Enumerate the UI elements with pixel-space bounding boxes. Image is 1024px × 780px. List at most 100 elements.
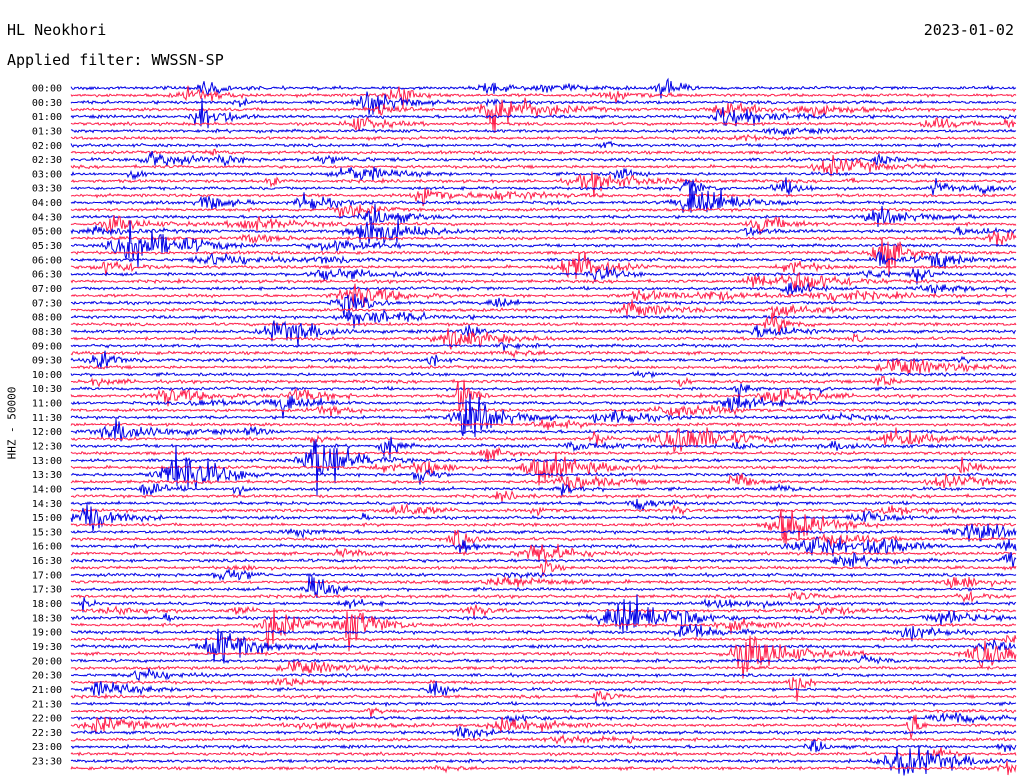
trace-row (70, 418, 1017, 442)
trace-row (70, 451, 1017, 486)
time-tick-label: 19:00 (32, 628, 62, 639)
trace-row (70, 342, 1017, 352)
trace-row (70, 271, 1017, 293)
trace-row (70, 623, 1017, 642)
trace-row (70, 552, 1017, 569)
trace-row (70, 700, 1017, 708)
trace-row (70, 395, 1017, 419)
trace-row (70, 714, 1017, 739)
time-tick-label: 09:00 (32, 341, 62, 352)
trace-row (70, 597, 1017, 613)
time-tick-label: 05:00 (32, 227, 62, 238)
time-tick-label: 09:30 (32, 356, 62, 367)
time-tick-label: 07:30 (32, 298, 62, 309)
trace-row (70, 725, 1017, 740)
trace-row (70, 171, 1017, 198)
time-tick-label: 01:30 (32, 126, 62, 137)
trace-row (70, 177, 1017, 198)
trace-row (70, 590, 1017, 604)
time-tick-label: 23:30 (32, 757, 62, 768)
time-tick-label: 12:00 (32, 427, 62, 438)
trace-row (70, 559, 1017, 577)
trace-row (70, 393, 1017, 437)
trace-row (70, 660, 1017, 674)
trace-row (70, 654, 1017, 665)
trace-row (70, 634, 1017, 644)
trace-row (70, 498, 1017, 512)
time-tick-label: 02:00 (32, 141, 62, 152)
trace-row (70, 293, 1017, 317)
time-tick-label: 00:30 (32, 98, 62, 109)
time-tick-label: 00:00 (32, 84, 62, 95)
trace-row (70, 140, 1017, 149)
time-tick-label: 10:00 (32, 370, 62, 381)
trace-row (70, 150, 1017, 168)
time-tick-label: 17:30 (32, 585, 62, 596)
time-tick-label: 21:30 (32, 699, 62, 710)
trace-row (70, 204, 1017, 219)
trace-row (70, 133, 1017, 143)
trace-row (70, 116, 1017, 132)
time-tick-label: 14:00 (32, 484, 62, 495)
trace-row (70, 358, 1017, 374)
seismic-traces (70, 77, 1017, 776)
channel-label: HHZ - 50000 (5, 386, 19, 460)
time-tick-label: 23:00 (32, 742, 62, 753)
trace-row (70, 154, 1017, 177)
time-tick-label: 20:30 (32, 671, 62, 682)
time-axis-labels: 00:00 00:30 01:00 01:30 02:00 02:30 03:00 03:30… (32, 84, 62, 768)
time-tick-label: 15:00 (32, 513, 62, 524)
trace-row (70, 127, 1017, 136)
trace-row (70, 575, 1017, 590)
trace-row (70, 446, 1017, 463)
time-tick-label: 06:30 (32, 270, 62, 281)
trace-row (70, 436, 1017, 459)
trace-row (70, 444, 1017, 489)
trace-row (70, 266, 1017, 285)
trace-row (70, 219, 1017, 244)
trace-row (70, 745, 1017, 776)
trace-row (70, 404, 1017, 418)
trace-row (70, 85, 1017, 109)
trace-row (70, 282, 1017, 296)
time-tick-label: 05:30 (32, 241, 62, 252)
trace-row (70, 148, 1017, 156)
trace-row (70, 707, 1017, 718)
time-tick-label: 18:00 (32, 599, 62, 610)
time-tick-label: 11:30 (32, 413, 62, 424)
time-tick-label: 17:00 (32, 570, 62, 581)
trace-row (70, 230, 1017, 247)
trace-row (70, 312, 1017, 335)
trace-row (70, 369, 1017, 379)
time-tick-label: 06:00 (32, 255, 62, 266)
trace-row (70, 220, 1017, 268)
trace-row (70, 383, 1017, 401)
time-tick-label: 16:30 (32, 556, 62, 567)
trace-row (70, 575, 1017, 599)
trace-row (70, 628, 1017, 664)
trace-row (70, 668, 1017, 682)
trace-row (70, 680, 1017, 697)
trace-row (70, 567, 1017, 582)
trace-row (70, 97, 1017, 134)
trace-row (70, 536, 1017, 557)
time-tick-label: 19:30 (32, 642, 62, 653)
trace-row (70, 502, 1017, 517)
time-tick-label: 04:30 (32, 212, 62, 223)
trace-row (70, 482, 1017, 498)
trace-row (70, 186, 1017, 213)
trace-row (70, 509, 1017, 545)
trace-row (70, 733, 1017, 745)
time-tick-label: 03:00 (32, 169, 62, 180)
trace-row (70, 375, 1017, 388)
trace-row (70, 299, 1017, 319)
trace-row (70, 237, 1017, 277)
trace-row (70, 677, 1017, 702)
time-tick-label: 04:00 (32, 198, 62, 209)
trace-row (70, 607, 1017, 652)
trace-row (70, 523, 1017, 542)
trace-row (70, 77, 1017, 99)
time-tick-label: 08:30 (32, 327, 62, 338)
time-tick-label: 22:30 (32, 728, 62, 739)
